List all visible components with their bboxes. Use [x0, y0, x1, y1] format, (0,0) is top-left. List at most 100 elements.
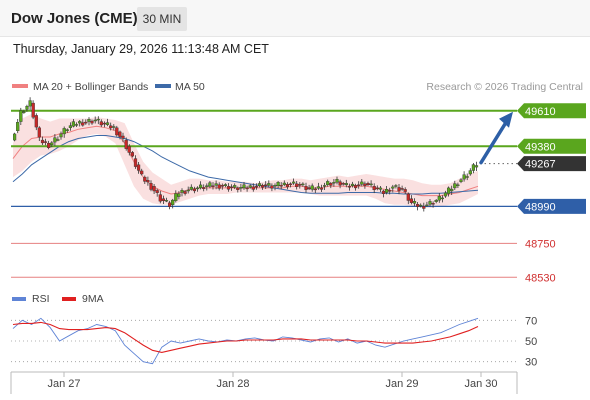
candle-body — [363, 183, 367, 187]
candle-body — [391, 186, 395, 189]
candle-body — [338, 181, 342, 186]
candle-body — [158, 194, 162, 202]
candle-body — [307, 187, 311, 190]
candle-body — [220, 185, 224, 187]
x-tick-label: Jan 30 — [464, 378, 497, 390]
ma20-legend-label: MA 20 + Bollinger Bands — [33, 81, 148, 93]
candle-body — [403, 189, 407, 192]
candle-body — [261, 185, 265, 188]
candle-body — [208, 182, 212, 187]
candle-body — [431, 203, 435, 205]
rsi-ma-legend-swatch — [62, 297, 76, 301]
candle-body — [189, 186, 193, 190]
level-label-49267: 49267 — [525, 159, 556, 171]
candle-body — [233, 185, 237, 188]
candle-body — [53, 137, 57, 143]
candle-body — [428, 201, 432, 205]
candle-body — [313, 188, 317, 191]
candle-body — [105, 122, 110, 125]
candle-body — [177, 193, 181, 197]
candle-body — [471, 164, 475, 171]
candle-body — [267, 183, 271, 186]
candle-body — [47, 142, 51, 148]
candle-body — [164, 200, 169, 202]
candle-body — [71, 121, 75, 127]
level-tag-49380 — [517, 138, 586, 154]
candle-body — [198, 184, 203, 189]
candle-body — [78, 121, 82, 124]
candle-body — [183, 191, 187, 194]
candle-body — [360, 181, 364, 185]
rsi-ma-legend-label: 9MA — [82, 293, 104, 305]
candle-body — [257, 183, 262, 187]
candle-body — [323, 185, 327, 187]
candle-body — [474, 165, 479, 168]
level-label-48990: 48990 — [525, 201, 556, 213]
candle-body — [229, 186, 234, 189]
candle-body — [350, 183, 355, 187]
level-tag-49267 — [517, 156, 586, 172]
chart-header: Dow Jones (CME) 30 MIN — [0, 0, 590, 37]
candle-body — [456, 184, 460, 187]
candle-body — [316, 186, 320, 189]
candle-body — [84, 121, 88, 124]
candle-body — [344, 183, 348, 186]
candle-body — [96, 118, 100, 121]
candle-body — [282, 182, 286, 185]
candle-body — [25, 105, 29, 110]
candle-body — [437, 195, 441, 201]
candle-body — [236, 187, 240, 190]
ma50-legend-swatch — [155, 84, 171, 88]
candle-body — [223, 184, 227, 186]
candle-body — [19, 110, 23, 122]
candle-body — [406, 193, 410, 201]
candle-body — [155, 190, 159, 193]
candle-body — [22, 111, 26, 113]
level-label-48530: 48530 — [525, 272, 556, 284]
candle-body — [43, 141, 48, 143]
candle-body — [186, 189, 190, 192]
candle-body — [56, 139, 60, 141]
candle-body — [270, 185, 274, 189]
candle-body — [74, 124, 79, 126]
candle-body — [409, 198, 413, 203]
candle-body — [149, 183, 153, 190]
candle-body — [264, 184, 268, 187]
candle-body — [195, 187, 200, 190]
candle-body — [310, 185, 314, 190]
rsi-tick-label-70: 70 — [525, 315, 537, 327]
candle-body — [326, 181, 330, 185]
candle-body — [416, 204, 420, 207]
candle-body — [40, 139, 45, 144]
candle-body — [276, 181, 280, 186]
timestamp: Thursday, January 29, 2026 11:13:48 AM C… — [13, 42, 269, 56]
candle-body — [381, 190, 386, 194]
candle-body — [400, 188, 404, 190]
candle-body — [397, 187, 401, 192]
rsi-legend-swatch — [12, 297, 26, 301]
candle-body — [242, 184, 246, 189]
candle-body — [288, 183, 293, 186]
candle-body — [366, 183, 370, 186]
candle-body — [90, 120, 94, 124]
candle-body — [112, 126, 116, 128]
candle-body — [295, 183, 299, 188]
rsi-tick-label-30: 30 — [525, 357, 537, 369]
candle-body — [347, 186, 351, 188]
candle-body — [248, 185, 252, 188]
candle-body — [273, 184, 277, 187]
candle-body — [124, 139, 128, 149]
candle-body — [453, 183, 457, 189]
timeframe-button[interactable]: 30 MIN — [137, 7, 187, 31]
candle-body — [62, 128, 66, 135]
candle-body — [214, 183, 218, 186]
candle-body — [121, 135, 125, 139]
candle-body — [251, 186, 255, 190]
candle-body — [292, 181, 296, 184]
candle-body — [174, 193, 178, 201]
candle-body — [192, 188, 196, 192]
credit-label: Research © 2026 Trading Central — [426, 81, 583, 93]
candle-body — [28, 100, 32, 107]
candle-body — [357, 184, 361, 187]
ma50-line — [12, 135, 479, 195]
